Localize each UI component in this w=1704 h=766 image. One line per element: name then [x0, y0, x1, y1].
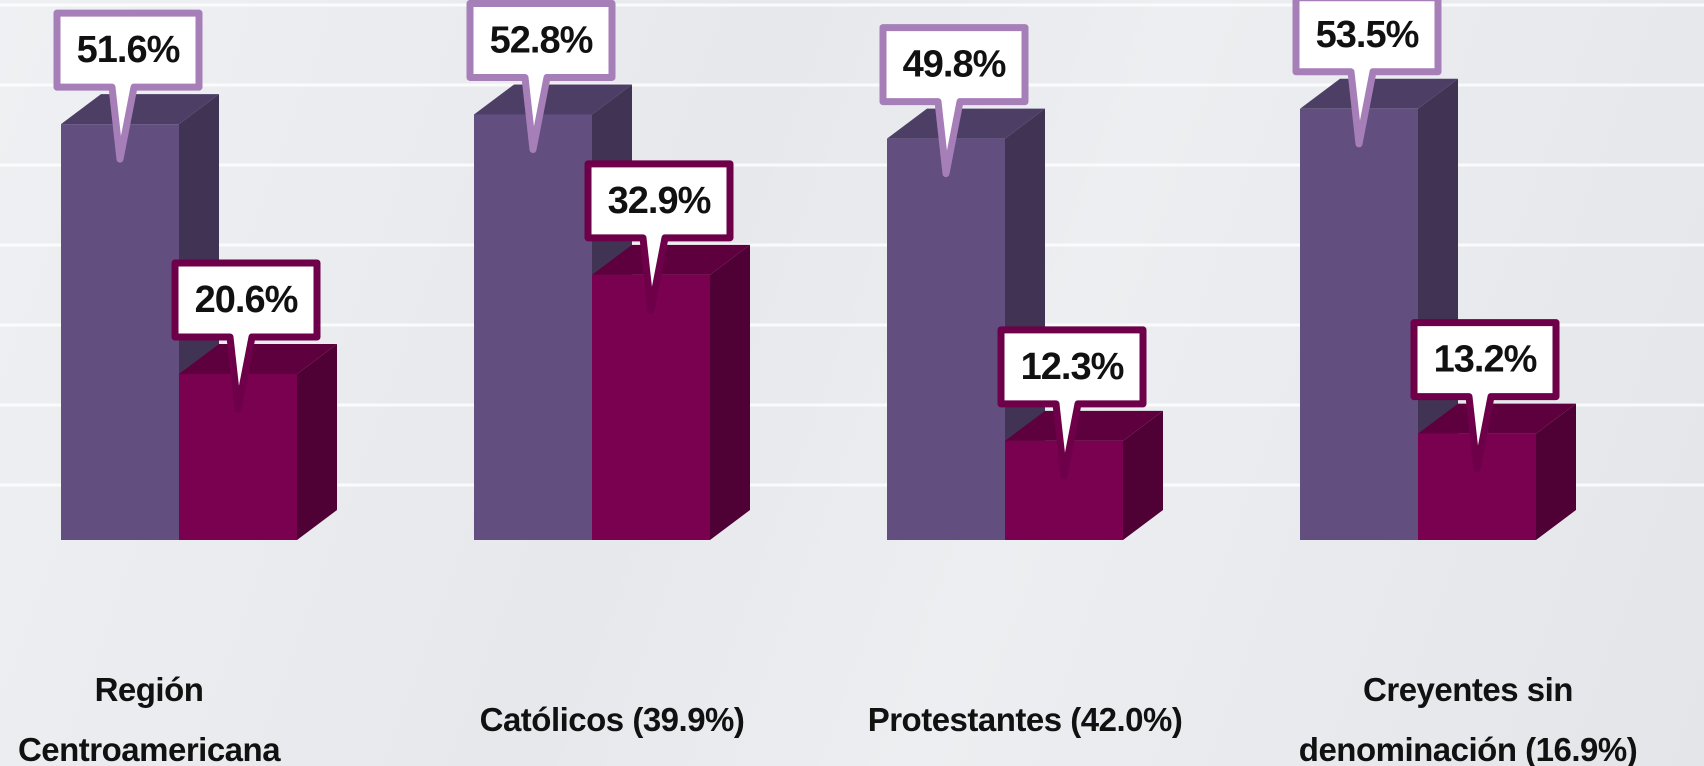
callout-box [53, 9, 203, 163]
bar-front [474, 114, 592, 541]
bar [179, 343, 337, 540]
callout: 53.5% [1292, 0, 1442, 148]
bar-top [179, 343, 337, 374]
bar-side [1123, 410, 1163, 540]
bar [1418, 403, 1576, 540]
callout: 49.8% [879, 24, 1029, 178]
callout-box [879, 24, 1029, 178]
bar-top [592, 244, 750, 275]
bar-top [1418, 403, 1576, 434]
value-label: 52.8% [490, 19, 593, 61]
callout: 52.8% [466, 0, 616, 153]
callout: 51.6% [53, 9, 203, 163]
callout: 12.3% [997, 326, 1147, 480]
value-label: 51.6% [77, 29, 180, 71]
bar-top [887, 108, 1045, 139]
value-label: 13.2% [1434, 339, 1537, 381]
bar-front [887, 138, 1005, 540]
callout-box [1410, 319, 1560, 473]
bar [887, 108, 1045, 541]
bar-front [592, 274, 710, 540]
value-label: 20.6% [195, 279, 298, 321]
bar-side [710, 244, 750, 540]
bar [1300, 78, 1458, 540]
bar-front [1300, 108, 1418, 540]
category-label: Región Centroamericana [17, 671, 281, 766]
bar-top [474, 84, 632, 115]
bar-top [1005, 410, 1163, 441]
callout-box [584, 160, 734, 314]
category-label: Católicos (39.9%) [479, 701, 745, 738]
category-label: Creyentes sin denominación (16.9%) [1298, 671, 1638, 766]
callout-box [1292, 0, 1442, 148]
bar-side [1536, 403, 1576, 540]
bar-side [297, 343, 337, 540]
callout-box [466, 0, 616, 153]
value-label: 53.5% [1316, 14, 1419, 56]
bar-top [1300, 78, 1458, 109]
value-label: 12.3% [1021, 346, 1124, 388]
callout-box [171, 259, 321, 413]
bar-front [61, 124, 179, 541]
category-label: Protestantes (42.0%) [867, 701, 1183, 738]
bar [592, 244, 750, 540]
callout-box [997, 326, 1147, 480]
value-label: 49.8% [903, 44, 1006, 86]
callout: 20.6% [171, 259, 321, 413]
callout: 13.2% [1410, 319, 1560, 473]
callout: 32.9% [584, 160, 734, 314]
bar [1005, 410, 1163, 540]
value-label: 32.9% [608, 180, 711, 222]
bar-top [61, 94, 219, 125]
